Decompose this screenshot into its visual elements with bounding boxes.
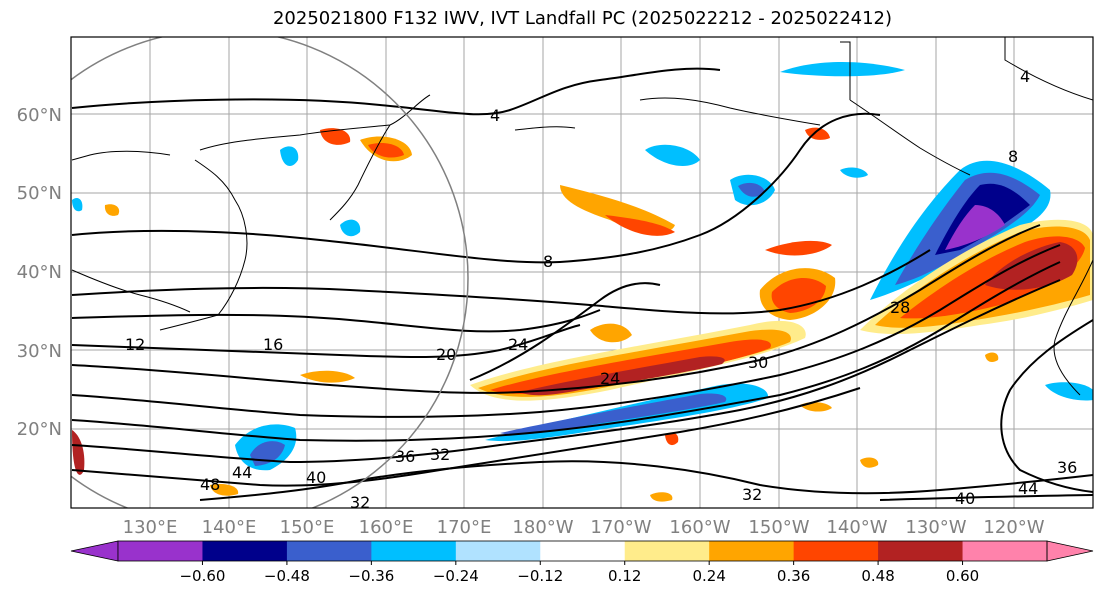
colorbar-segment [455,541,541,561]
lat-label: 60°N [17,105,62,126]
contour-label: 4 [1020,67,1030,86]
contour-label: 28 [890,298,910,317]
colorbar-tick-label: 0.48 [861,567,894,585]
lon-label: 180°W [512,517,573,538]
colorbar-segment [286,541,372,561]
map-title: 2025021800 F132 IWV, IVT Landfall PC (20… [272,8,893,29]
lon-label: 170°E [437,517,492,538]
colorbar-tick-label: 0.60 [946,567,979,585]
colorbar-segment [709,541,795,561]
contour-label: 32 [350,493,370,512]
colorbar-tick-label: −0.36 [348,567,394,585]
contour-label: 44 [1018,479,1038,498]
lon-label: 160°W [669,517,730,538]
positive-anomaly-shading [72,127,1093,502]
map-content: 4 8 12 16 20 24 24 28 30 32 36 40 44 48 … [71,37,1093,512]
colorbar-extend-max [1046,540,1094,562]
latitude-labels: 60°N 50°N 40°N 30°N 20°N [17,105,62,440]
contour-label: 8 [1008,147,1018,166]
contour-label: 40 [955,489,975,508]
lon-label: 130°W [905,517,966,538]
contour-label: 24 [600,369,620,388]
colorbar: −0.60 −0.48 −0.36 −0.24 −0.12 0.12 0.24 0.36 0.4… [70,540,1094,585]
lat-label: 20°N [17,419,62,440]
lat-label: 40°N [17,262,62,283]
map-frame [70,36,1094,509]
colorbar-tick-label: −0.48 [264,567,310,585]
colorbar-tick-label: 0.36 [777,567,810,585]
colorbar-outline [117,540,1048,562]
lon-label: 120°W [983,517,1044,538]
lon-label: 160°E [359,517,414,538]
lon-label: 140°E [202,517,257,538]
colorbar-tick-label: 0.12 [608,567,641,585]
lon-label: 140°W [826,517,887,538]
contour-label: 12 [125,335,145,354]
contour-label: 36 [1057,458,1077,477]
contour-label: 8 [543,252,553,271]
contour-label: 30 [748,353,768,372]
contour-label: 32 [742,485,762,504]
radius-circle [71,37,469,508]
colorbar-tick-label: −0.12 [517,567,563,585]
contour-label: 36 [395,447,415,466]
colorbar-tick-label: 0.24 [692,567,725,585]
contour-label: 44 [232,463,252,482]
lon-label: 130°E [123,517,178,538]
colorbar-segment [624,541,710,561]
contour-label: 32 [430,445,450,464]
colorbar-extend-min [70,540,119,562]
lon-label: 170°W [590,517,651,538]
lat-label: 30°N [17,341,62,362]
contour-label: 16 [263,335,283,354]
coastlines [71,37,1093,396]
contour-label: 48 [200,475,220,494]
iwv-contours [71,67,1093,501]
contour-label: 40 [306,468,326,487]
lon-label: 150°E [280,517,335,538]
longitude-labels: 130°E 140°E 150°E 160°E 170°E 180°W 170°… [123,517,1045,538]
colorbar-tick-label: −0.60 [179,567,225,585]
colorbar-segment [540,541,626,561]
colorbar-segment [793,541,879,561]
contour-labels: 4 8 12 16 20 24 24 28 30 32 36 40 44 48 … [125,67,1077,512]
colorbar-segment [202,541,288,561]
contour-label: 4 [490,106,500,125]
lat-label: 50°N [17,183,62,204]
contour-label: 20 [436,345,456,364]
colorbar-segment [118,541,203,561]
colorbar-segment [878,541,964,561]
colorbar-tick-label: −0.24 [433,567,479,585]
lon-label: 150°W [748,517,809,538]
contour-label: 24 [508,335,528,354]
colorbar-segment [371,541,457,561]
colorbar-segment [962,541,1048,561]
